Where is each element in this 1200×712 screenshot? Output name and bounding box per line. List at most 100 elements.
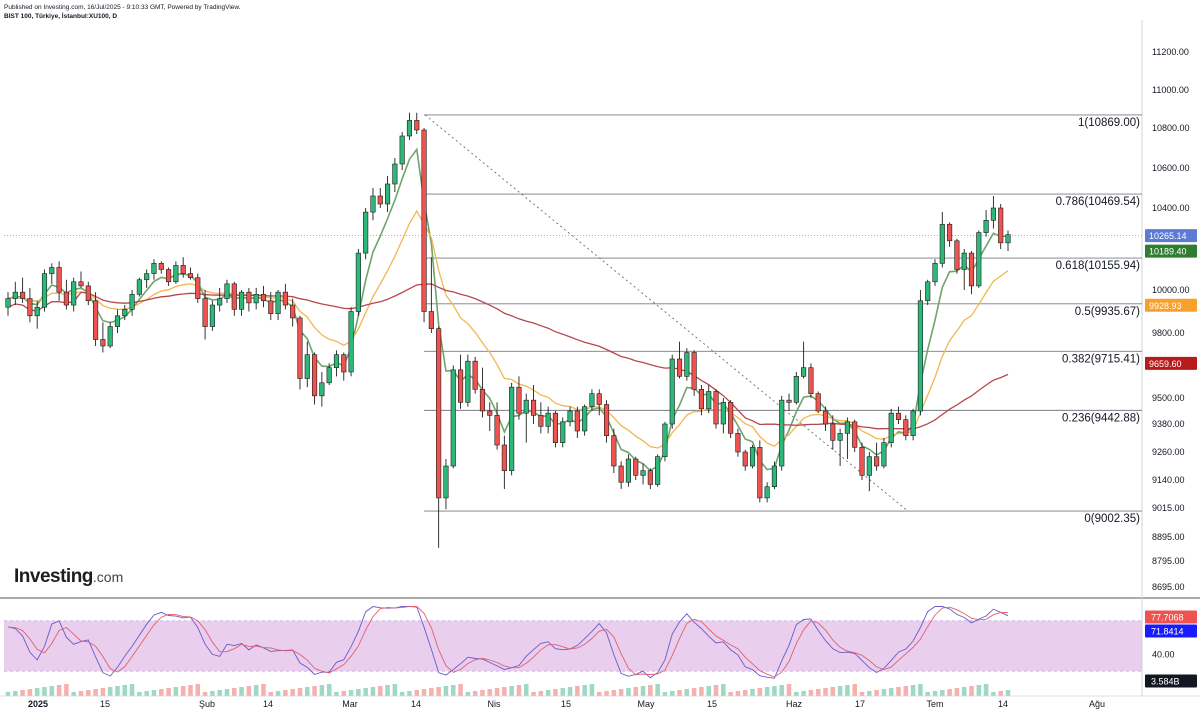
volume-bar bbox=[538, 691, 544, 696]
candle-up bbox=[669, 358, 675, 425]
candle-up bbox=[779, 399, 785, 467]
candle-down bbox=[341, 354, 347, 373]
candle-up bbox=[217, 298, 223, 306]
candle-down bbox=[968, 252, 975, 287]
candle-up bbox=[224, 283, 230, 299]
volume-bar bbox=[86, 690, 91, 696]
price-badge-label: 9659.60 bbox=[1149, 359, 1182, 369]
y-tick-label: 9015.00 bbox=[1152, 503, 1185, 513]
y-tick-label: 9260.00 bbox=[1152, 447, 1185, 457]
candle-up bbox=[71, 281, 77, 306]
candle-down bbox=[63, 291, 69, 306]
candle-down bbox=[180, 265, 186, 274]
candle-up bbox=[450, 369, 456, 467]
volume-bar bbox=[64, 684, 69, 696]
candle-up bbox=[363, 211, 369, 254]
candle-up bbox=[793, 376, 799, 403]
y-tick-label: 10000.00 bbox=[1152, 285, 1190, 295]
volume-bar bbox=[699, 687, 704, 696]
volume-bar bbox=[640, 686, 646, 696]
candle-down bbox=[574, 410, 580, 432]
candle-up bbox=[239, 291, 245, 310]
candle-down bbox=[501, 444, 507, 471]
candle-down bbox=[297, 317, 303, 379]
volume-bar bbox=[794, 692, 799, 696]
volume-bar bbox=[801, 691, 806, 696]
candle-down bbox=[436, 328, 442, 499]
candle-up bbox=[5, 298, 11, 308]
volume-bar bbox=[115, 686, 120, 696]
volume-bar bbox=[385, 685, 390, 696]
volume-bar bbox=[210, 691, 215, 696]
x-tick-label: Nis bbox=[488, 699, 501, 709]
volume-bar bbox=[830, 687, 836, 696]
candle-down bbox=[903, 419, 909, 436]
volume-bar bbox=[713, 685, 719, 696]
volume-bar bbox=[137, 692, 142, 696]
candle-up bbox=[582, 406, 588, 432]
volume-bar bbox=[845, 685, 850, 696]
volume-bar bbox=[757, 688, 763, 696]
x-tick-label: Tem bbox=[926, 699, 943, 709]
candle-up bbox=[625, 458, 632, 483]
x-tick-label: 15 bbox=[100, 699, 110, 709]
candle-down bbox=[895, 412, 902, 420]
x-tick-label: 15 bbox=[707, 699, 717, 709]
volume-bar bbox=[188, 685, 193, 696]
volume-bar bbox=[5, 692, 11, 696]
candle-down bbox=[530, 399, 537, 416]
candle-up bbox=[12, 291, 18, 299]
candle-down bbox=[596, 393, 602, 405]
candle-up bbox=[1005, 234, 1011, 244]
x-tick-label: 14 bbox=[263, 699, 273, 709]
candle-up bbox=[925, 281, 931, 302]
candle-up bbox=[684, 352, 690, 377]
candle-up bbox=[917, 300, 923, 412]
volume-bar bbox=[655, 684, 660, 696]
volume-bar bbox=[618, 689, 624, 696]
volume-bar bbox=[859, 692, 865, 696]
price-badge-label: 9928.93 bbox=[1149, 301, 1182, 311]
candle-up bbox=[406, 120, 413, 137]
volume-bar bbox=[582, 685, 587, 696]
fib-level-label: 0.236(9442.88) bbox=[1062, 412, 1140, 424]
candle-down bbox=[757, 447, 763, 499]
candle-down bbox=[859, 447, 865, 476]
volume-bar bbox=[480, 690, 485, 696]
volume-bar bbox=[494, 688, 500, 696]
volume-bar bbox=[932, 691, 938, 696]
candle-up bbox=[523, 399, 529, 414]
candle-up bbox=[253, 293, 259, 304]
investing-logo: Investing.com bbox=[14, 566, 123, 588]
candle-down bbox=[947, 224, 953, 242]
y-tick-label: 11000.00 bbox=[1152, 85, 1189, 95]
candle-up bbox=[333, 354, 340, 368]
osc-badge-label: 3.584B bbox=[1151, 677, 1180, 687]
volume-bar bbox=[56, 685, 62, 696]
candle-down bbox=[874, 456, 880, 467]
candle-up bbox=[910, 410, 916, 436]
x-tick-label: Haz bbox=[786, 699, 803, 709]
candle-up bbox=[771, 465, 777, 488]
volume-bar bbox=[173, 687, 179, 696]
volume-bar bbox=[297, 688, 303, 696]
osc-badge-label: 77.7068 bbox=[1151, 613, 1184, 623]
candle-down bbox=[808, 367, 814, 394]
volume-bar bbox=[764, 687, 770, 696]
volume-bar bbox=[180, 686, 186, 696]
y-tick-label: 8895.00 bbox=[1152, 532, 1185, 542]
volume-bar bbox=[910, 685, 916, 696]
volume-bar bbox=[399, 692, 405, 696]
volume-bar bbox=[450, 685, 456, 696]
candle-up bbox=[399, 135, 405, 165]
candle-down bbox=[516, 386, 522, 414]
volume-bar bbox=[954, 688, 960, 696]
volume-bar bbox=[567, 687, 573, 696]
volume-bar bbox=[786, 684, 792, 696]
osc-badge bbox=[1145, 624, 1197, 638]
candle-down bbox=[282, 291, 288, 306]
logo-main-text: Investing bbox=[14, 566, 93, 587]
candle-up bbox=[567, 410, 573, 423]
ma-slow-line bbox=[7, 283, 1009, 430]
